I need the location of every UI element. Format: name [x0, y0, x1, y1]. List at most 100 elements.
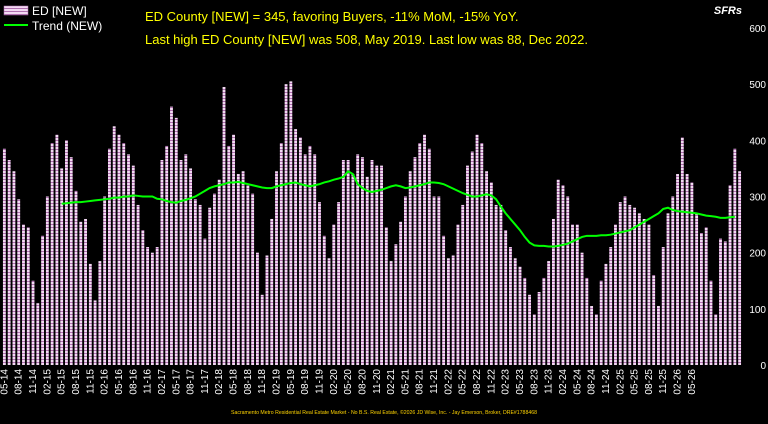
bar: [408, 171, 412, 365]
bar: [160, 159, 164, 365]
bar: [618, 202, 622, 365]
bar: [609, 247, 613, 365]
bar: [695, 213, 699, 365]
bar: [141, 230, 145, 365]
bar: [241, 171, 245, 365]
x-tick-label: 11-23: [544, 369, 555, 394]
bar: [432, 196, 436, 365]
bar: [131, 165, 135, 365]
bar: [322, 235, 326, 365]
bar: [346, 159, 350, 365]
bar: [380, 165, 383, 365]
bar: [413, 157, 417, 365]
legend: ED [NEW] Trend (NEW): [3, 4, 102, 33]
bar: [98, 261, 102, 365]
bar: [31, 280, 35, 365]
bar: [657, 306, 660, 365]
bar: [184, 154, 188, 366]
bar: [294, 129, 298, 365]
x-tick-label: 08-14: [14, 369, 25, 395]
bar: [84, 218, 87, 365]
bar: [375, 165, 379, 365]
bar: [236, 174, 240, 365]
x-tick-label: 05-14: [0, 369, 10, 395]
bar: [470, 151, 474, 365]
bar: [12, 171, 16, 365]
bar: [55, 134, 59, 365]
bar: [26, 227, 30, 365]
bar: [203, 238, 207, 366]
x-tick-label: 05-26: [687, 369, 698, 395]
trend-line: [61, 169, 735, 248]
y-tick-label: 300: [749, 193, 766, 204]
bar: [65, 140, 68, 365]
x-tick-label: 05-21: [400, 369, 411, 395]
bar: [699, 233, 703, 365]
bar: [475, 134, 479, 365]
bar: [45, 196, 49, 365]
x-tick-label: 05-17: [171, 369, 182, 395]
bar: [356, 154, 360, 366]
bar: [518, 266, 522, 365]
bar: [17, 199, 21, 365]
bar: [351, 174, 355, 365]
bar: [542, 277, 546, 365]
x-tick-label: 08-24: [587, 369, 598, 395]
x-tick-label: 11-15: [85, 369, 96, 394]
x-tick-label: 02-20: [329, 369, 340, 395]
x-tick-label: 11-21: [429, 369, 440, 394]
bar: [489, 182, 493, 365]
bar: [528, 294, 531, 365]
x-tick-label: 11-17: [200, 369, 211, 394]
bar: [523, 277, 527, 365]
x-tick-label: 11-18: [257, 369, 268, 394]
bar: [365, 176, 369, 365]
bar: [671, 196, 675, 365]
x-tick-label: 02-16: [100, 369, 111, 395]
bar: [270, 218, 274, 365]
bar: [251, 193, 255, 365]
bar: [647, 224, 651, 365]
bar: [170, 106, 173, 365]
y-tick-label: 500: [749, 80, 766, 91]
bar: [738, 171, 742, 365]
x-tick-label: 11-20: [372, 369, 383, 394]
bar: [117, 134, 121, 365]
x-tick-label: 08-16: [128, 369, 139, 395]
bar: [213, 193, 216, 365]
x-tick-label: 05-23: [515, 369, 526, 395]
bar: [222, 86, 226, 365]
bar: [628, 204, 632, 365]
bar: [370, 159, 374, 365]
bar: [590, 306, 594, 365]
bar: [88, 263, 92, 365]
footer-credit: Sacramento Metro Residential Real Estate…: [231, 409, 537, 416]
bar: [456, 224, 460, 365]
bar: [733, 148, 737, 365]
x-tick-label: 05-22: [458, 369, 469, 395]
bar: [155, 247, 159, 365]
bar: [289, 81, 293, 366]
bar: [246, 185, 250, 365]
bar: [50, 143, 54, 365]
bar: [423, 134, 426, 365]
bar: [709, 280, 713, 365]
x-tick-label: 08-15: [71, 369, 82, 395]
bar: [165, 145, 169, 365]
bar: [308, 145, 312, 365]
bar: [676, 174, 679, 365]
bar: [566, 196, 570, 365]
bar: [41, 235, 45, 365]
bar: [504, 230, 508, 365]
bar: [437, 196, 441, 365]
bar: [580, 252, 584, 365]
bar: [585, 277, 589, 365]
bar: [318, 202, 321, 365]
x-tick-label: 02-17: [157, 369, 168, 395]
bar: [217, 179, 221, 365]
bar: [509, 247, 512, 365]
bar: [723, 241, 727, 365]
bar: [614, 224, 617, 365]
bar: [466, 165, 469, 365]
bar: [394, 244, 398, 365]
